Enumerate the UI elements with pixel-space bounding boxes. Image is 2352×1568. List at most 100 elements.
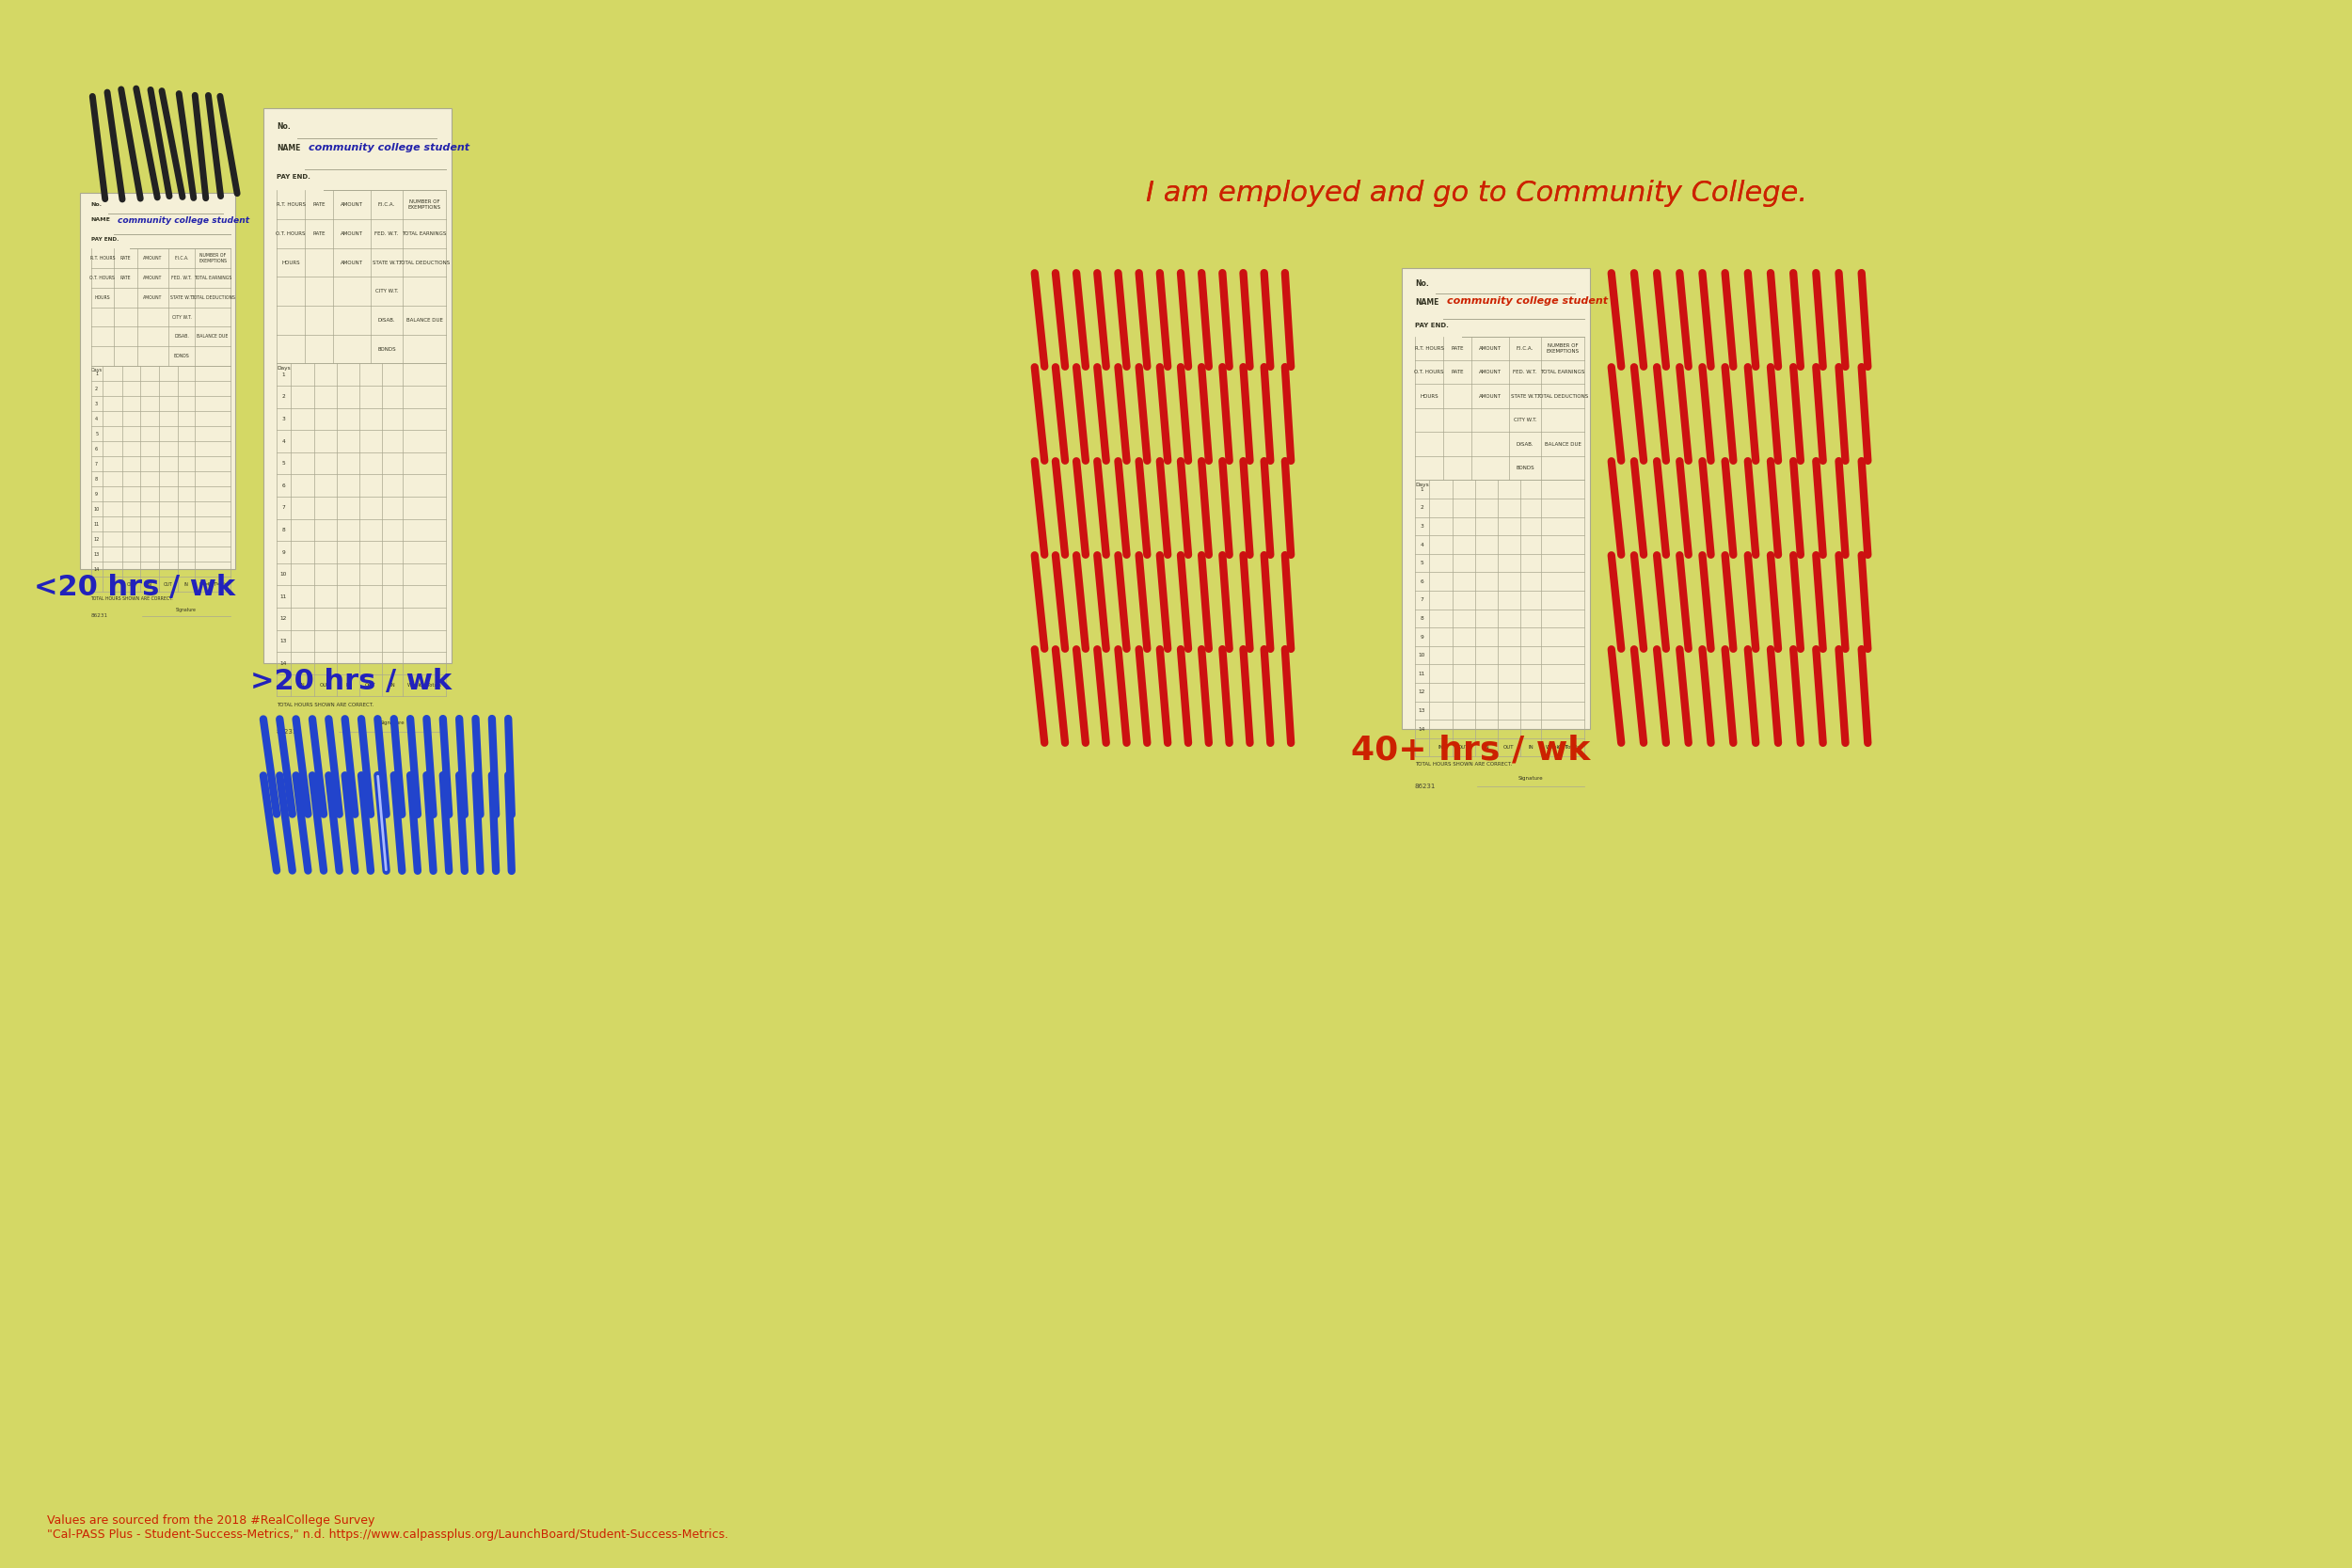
Text: BALANCE DUE: BALANCE DUE [1545,442,1581,447]
Text: community college student: community college student [308,143,470,152]
Text: BONDS: BONDS [1515,466,1534,470]
Text: TOTAL DEDUCTIONS: TOTAL DEDUCTIONS [1536,394,1588,398]
Text: DISAB.: DISAB. [1517,442,1534,447]
Text: Signature: Signature [1517,776,1543,781]
Text: Signature: Signature [379,721,405,726]
Text: 8: 8 [282,527,285,532]
Text: IN: IN [299,684,306,688]
Text: F.I.C.A.: F.I.C.A. [174,256,188,260]
Text: 4: 4 [1421,543,1423,547]
Text: 5: 5 [94,431,99,436]
Text: 86231: 86231 [92,613,108,618]
Text: 10: 10 [280,572,287,577]
Text: OUT: OUT [207,582,216,586]
Text: NUMBER OF
EXEMPTIONS: NUMBER OF EXEMPTIONS [198,252,226,263]
Text: AMOUNT: AMOUNT [1479,347,1501,351]
Text: AMOUNT: AMOUNT [143,276,162,281]
Text: 14: 14 [94,566,99,571]
Text: Weekly Totals: Weekly Totals [407,684,442,688]
Text: 86231: 86231 [1416,784,1437,789]
Text: OUT: OUT [165,582,174,586]
Text: 2: 2 [94,386,99,390]
Text: OUT: OUT [1503,745,1515,750]
Text: 5: 5 [1421,561,1423,566]
Text: community college student: community college student [1446,296,1609,306]
Text: No.: No. [278,122,292,130]
Text: community college student: community college student [118,216,249,224]
Text: CITY W.T.: CITY W.T. [172,315,191,320]
Text: PAY END.: PAY END. [92,237,118,241]
Text: AMOUNT: AMOUNT [341,202,362,207]
Text: CITY W.T.: CITY W.T. [374,289,397,293]
Text: F.I.C.A.: F.I.C.A. [1517,347,1534,351]
Text: RATE: RATE [313,230,325,235]
Text: FED. W.T.: FED. W.T. [172,276,193,281]
Text: 1: 1 [94,372,99,376]
Text: 14: 14 [280,660,287,665]
Text: NAME: NAME [92,218,111,223]
Text: 8: 8 [94,477,99,481]
Text: 9: 9 [1421,635,1423,640]
Text: I am employed and go to Community College.: I am employed and go to Community Colleg… [1145,179,1809,207]
Text: RATE: RATE [120,276,132,281]
Text: TOTAL EARNINGS: TOTAL EARNINGS [402,230,447,235]
Text: 11: 11 [94,522,99,527]
Text: 40+ hrs / wk: 40+ hrs / wk [1350,734,1590,765]
Text: 11: 11 [280,594,287,599]
Text: F.I.C.A.: F.I.C.A. [379,202,395,207]
Text: BONDS: BONDS [174,354,191,359]
Text: 12: 12 [1418,690,1425,695]
Bar [263,108,452,663]
Text: 12: 12 [94,536,99,541]
Text: IN: IN [111,582,115,586]
Text: 9: 9 [282,550,285,555]
Text: No.: No. [1416,279,1430,289]
Text: AMOUNT: AMOUNT [1479,394,1501,398]
Text: IN: IN [1437,745,1444,750]
Text: 1: 1 [282,372,285,376]
Text: Days: Days [92,368,101,373]
Text: R.T. HOURS: R.T. HOURS [275,202,306,207]
Text: AMOUNT: AMOUNT [341,230,362,235]
Text: 6: 6 [1421,579,1423,583]
Text: NAME: NAME [278,144,301,152]
Text: CITY W.T.: CITY W.T. [1512,417,1536,422]
Text: 12: 12 [280,616,287,621]
Text: No.: No. [92,202,101,207]
Text: NUMBER OF
EXEMPTIONS: NUMBER OF EXEMPTIONS [1545,343,1578,353]
Text: 9: 9 [94,491,99,495]
Text: NAME: NAME [1416,298,1439,306]
Text: TOTAL DEDUCTIONS: TOTAL DEDUCTIONS [191,295,235,299]
Text: O.T. HOURS: O.T. HOURS [1414,370,1444,375]
Text: <20 hrs / wk: <20 hrs / wk [33,574,235,601]
Text: 2: 2 [1421,505,1423,510]
Text: FED. W.T.: FED. W.T. [374,230,397,235]
Text: DISAB.: DISAB. [379,318,395,323]
Text: Weekly Totals: Weekly Totals [1545,745,1581,750]
Text: Values are sourced from the 2018 #RealCollege Survey
"Cal-PASS Plus - Student-Su: Values are sourced from the 2018 #RealCo… [47,1515,729,1541]
Text: 2: 2 [282,395,285,400]
Text: 14: 14 [1418,726,1425,731]
Text: OUT: OUT [1458,745,1470,750]
Text: I am employed and go to Community College.: I am employed and go to Community Colleg… [1145,179,1809,207]
Text: O.T. HOURS: O.T. HOURS [89,276,115,281]
Text: 13: 13 [280,638,287,643]
Text: AMOUNT: AMOUNT [341,260,362,265]
Text: 7: 7 [1421,597,1423,602]
Text: 10: 10 [94,506,99,511]
Text: OUT: OUT [320,684,332,688]
Text: 4: 4 [94,416,99,420]
Text: 6: 6 [94,447,99,452]
Text: OUT: OUT [127,582,136,586]
Text: STATE W.T.: STATE W.T. [169,295,193,299]
Text: OUT: OUT [1557,745,1569,750]
Text: IN: IN [148,582,153,586]
Text: IN: IN [183,582,188,586]
Text: >20 hrs / wk: >20 hrs / wk [249,668,452,695]
Text: AMOUNT: AMOUNT [1479,370,1501,375]
Text: IN: IN [390,684,395,688]
Text: 11: 11 [1418,671,1425,676]
Text: BONDS: BONDS [376,347,395,351]
Text: HOURS: HOURS [94,295,111,299]
Text: OUT: OUT [419,684,430,688]
